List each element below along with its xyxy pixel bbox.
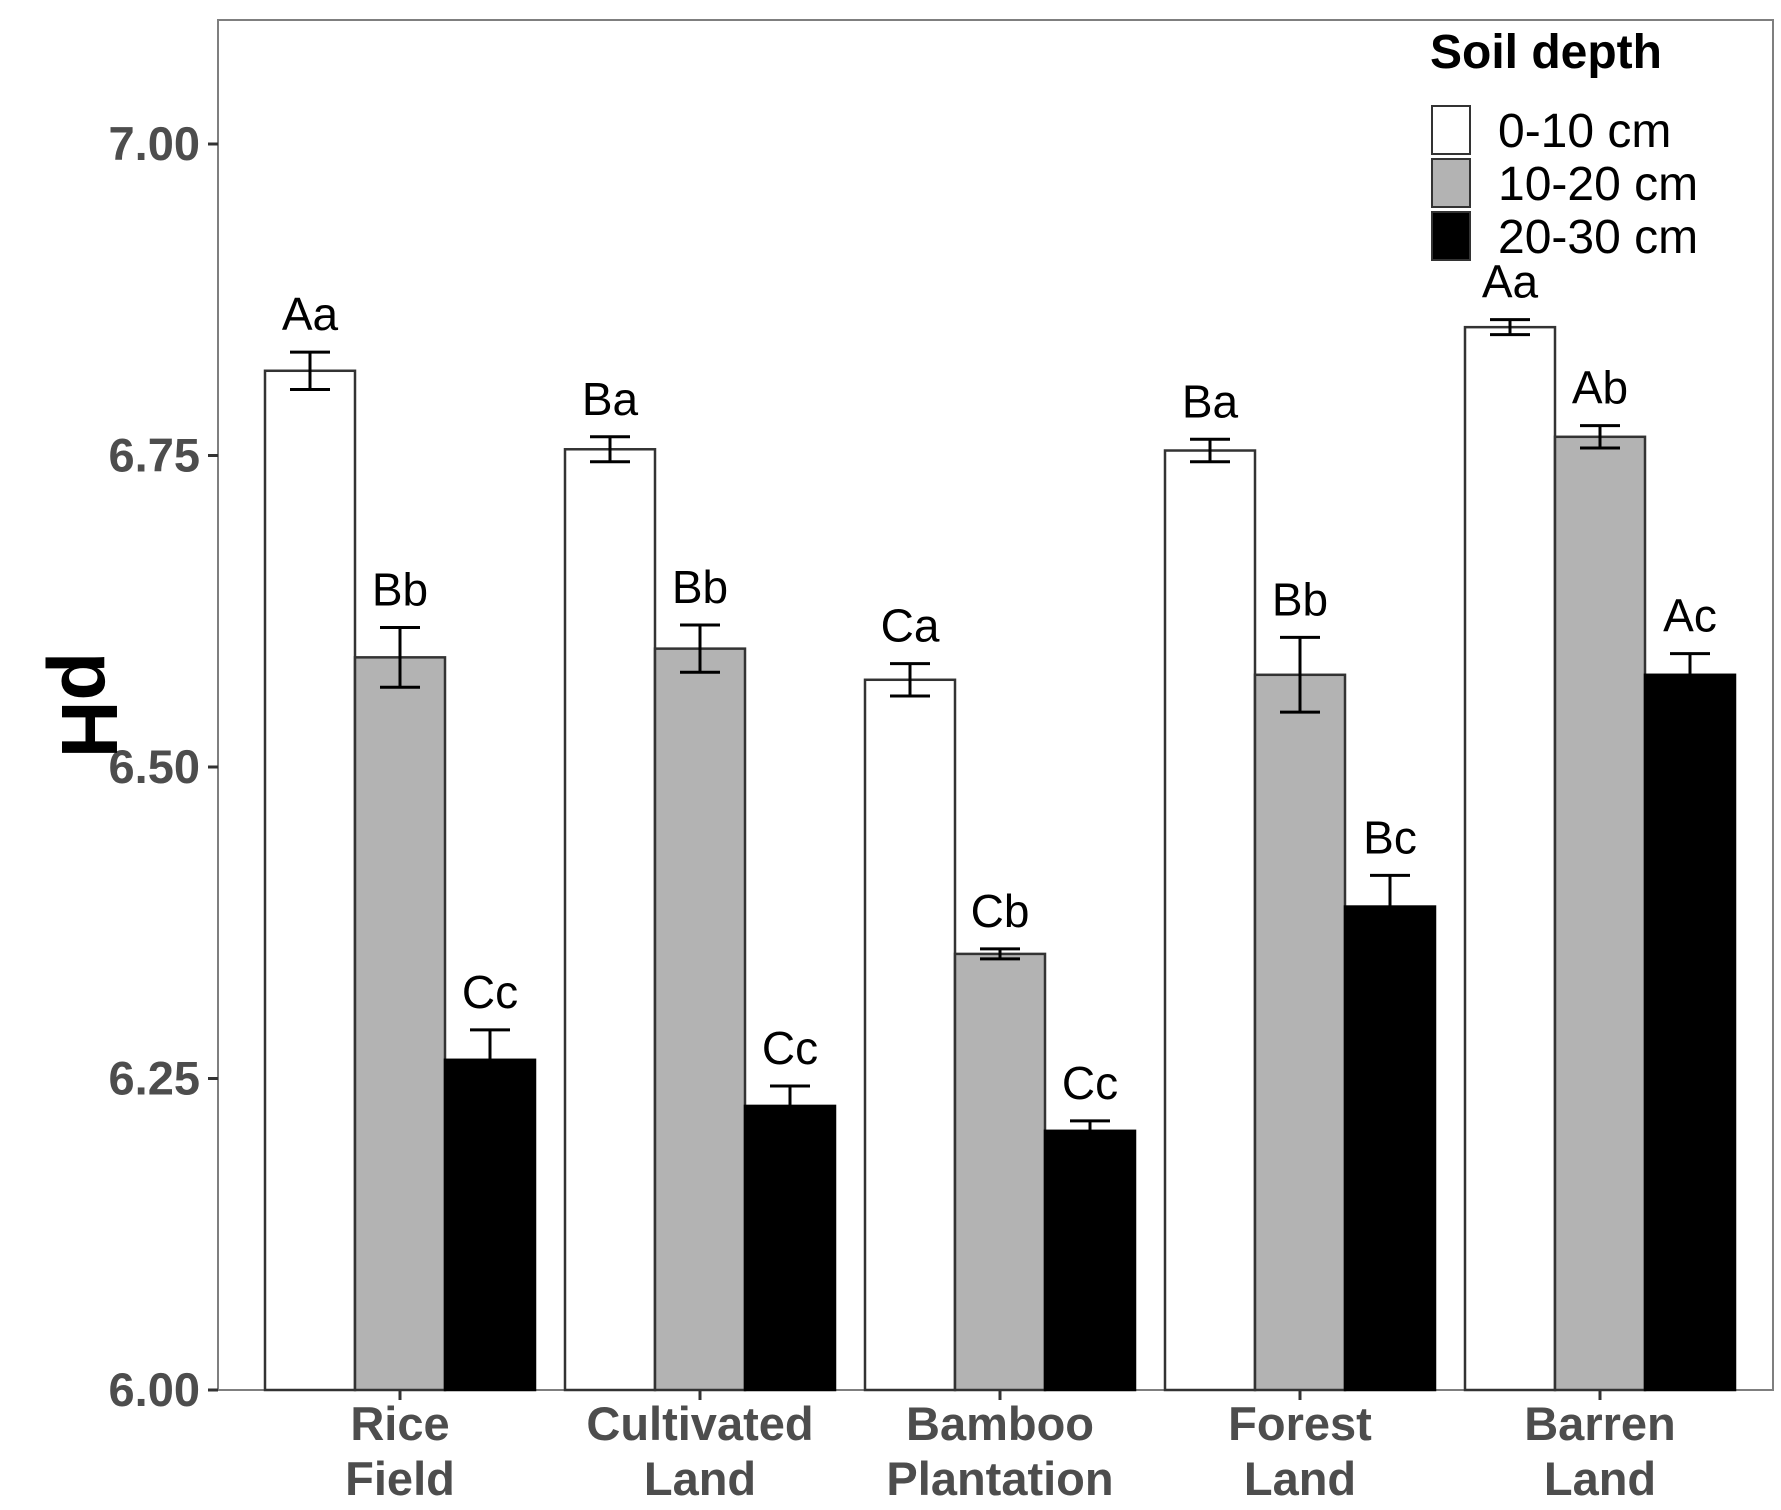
data-label: Bc: [1363, 811, 1417, 863]
x-tick-label: Rice: [350, 1397, 449, 1450]
legend-label: 10-20 cm: [1498, 158, 1698, 211]
bar-0-10cm-0: [263, 369, 357, 1392]
bar-20-30cm-2: [1043, 1129, 1137, 1392]
bar-10-20cm-2: [953, 952, 1047, 1392]
legend-key-0: [1431, 105, 1471, 155]
y-tick-label: 6.50: [109, 740, 200, 793]
y-tick-label: 6.25: [109, 1052, 200, 1105]
bar-10-20cm-0: [353, 656, 447, 1392]
bar-0-10cm-2: [863, 678, 957, 1392]
bars: Aa Ba Ca Ba Aa Bb Bb Cb Bb Ab Cc Cc Cc Bc Ac: [263, 256, 1737, 1392]
data-label: Aa: [1482, 256, 1539, 308]
x-tick-label: Plantation: [886, 1452, 1113, 1505]
bar-10-20cm-4: [1553, 435, 1647, 1392]
x-tick-label: Land: [1244, 1452, 1356, 1505]
data-label: Ca: [881, 600, 940, 652]
y-axis: 6.00 6.25 6.50 6.75 7.00: [109, 117, 218, 1416]
data-label: Ba: [1182, 375, 1239, 427]
bar-20-30cm-4: [1643, 673, 1737, 1392]
bar-20-30cm-0: [443, 1058, 537, 1392]
x-tick-label: Field: [345, 1452, 455, 1505]
y-axis-title: pH: [45, 652, 134, 759]
x-tick-label: Land: [644, 1452, 756, 1505]
bar-10-20cm-3: [1253, 673, 1347, 1392]
legend-label: 20-30 cm: [1498, 211, 1698, 264]
bar-0-10cm-1: [563, 448, 657, 1392]
bar-20-30cm-1: [743, 1104, 837, 1392]
legend-title: Soil depth: [1430, 26, 1662, 79]
bar-20-30cm-3: [1343, 905, 1437, 1392]
bar-0-10cm-4: [1463, 325, 1557, 1392]
y-tick-label: 6.75: [109, 429, 200, 482]
data-label: Cb: [971, 885, 1030, 937]
data-label: Bb: [372, 563, 428, 615]
x-axis: RiceFieldCultivatedLandBambooPlantationF…: [345, 1390, 1676, 1505]
data-label: Ab: [1572, 362, 1628, 414]
data-label: Ba: [582, 373, 639, 425]
data-label: Ac: [1663, 590, 1717, 642]
x-tick-label: Cultivated: [586, 1397, 813, 1450]
y-tick-label: 6.00: [109, 1363, 200, 1416]
legend-key-1: [1431, 158, 1471, 208]
data-label: Cc: [1062, 1057, 1118, 1109]
x-tick-label: Bamboo: [906, 1397, 1094, 1450]
data-label: Cc: [762, 1022, 818, 1074]
x-tick-label: Land: [1544, 1452, 1656, 1505]
bar-0-10cm-3: [1163, 449, 1257, 1392]
legend-key-2: [1431, 211, 1471, 261]
data-label: Cc: [462, 966, 518, 1018]
legend-label: 0-10 cm: [1498, 105, 1671, 158]
data-label: Bb: [1272, 573, 1328, 625]
x-tick-label: Barren: [1524, 1397, 1676, 1450]
data-label: Bb: [672, 561, 728, 613]
x-tick-label: Forest: [1228, 1397, 1372, 1450]
y-tick-label: 7.00: [109, 117, 200, 170]
data-label: Aa: [282, 288, 339, 340]
bar-10-20cm-1: [653, 647, 747, 1392]
